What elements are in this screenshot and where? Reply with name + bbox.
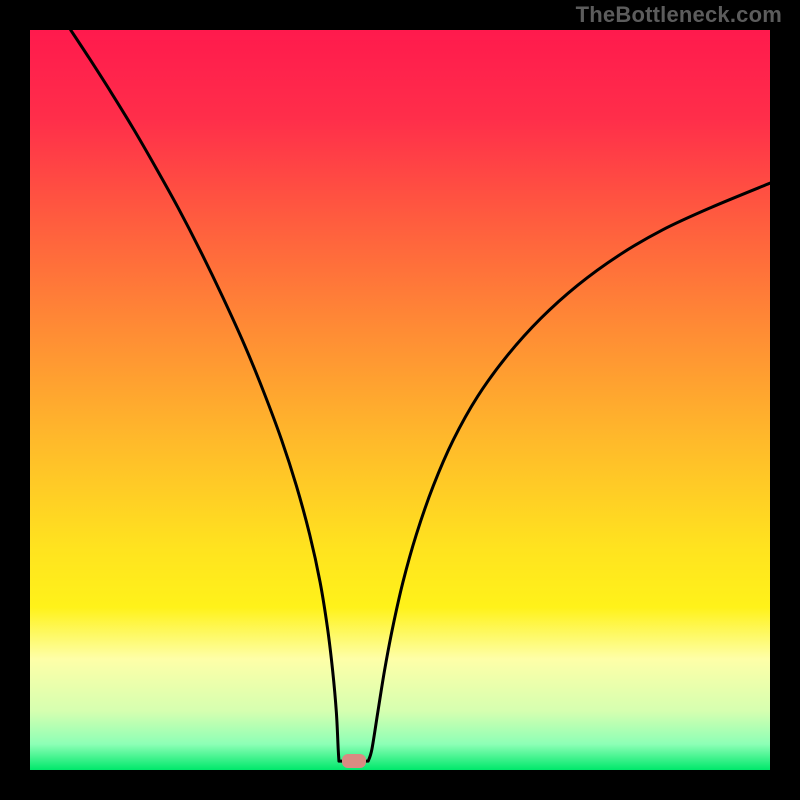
optimal-point-marker [342, 754, 366, 768]
chart-container: TheBottleneck.com [0, 0, 800, 800]
plot-area [30, 30, 770, 770]
bottleneck-curve [30, 30, 770, 770]
watermark-text: TheBottleneck.com [576, 2, 782, 28]
